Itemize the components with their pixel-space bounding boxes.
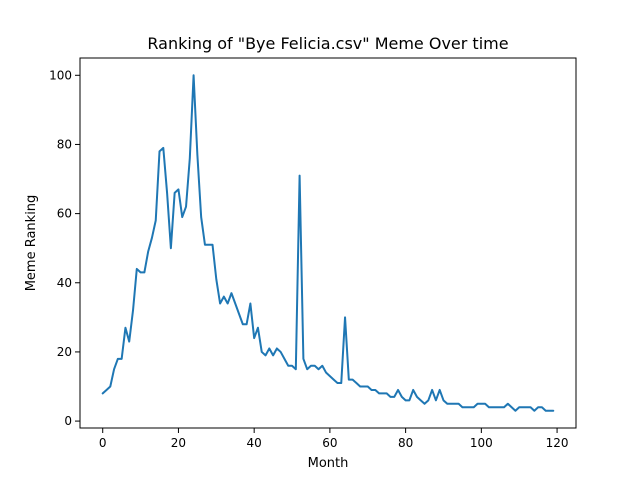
y-axis-label: Meme Ranking <box>24 195 39 292</box>
plot-area <box>79 57 577 429</box>
series-line <box>101 74 555 412</box>
y-tick-label: 20 <box>57 345 72 359</box>
x-tick-label: 0 <box>99 436 107 450</box>
y-tick-label: 60 <box>57 207 72 221</box>
x-tick-label: 40 <box>247 436 262 450</box>
x-axis: 0 20 40 60 80 100 120 <box>99 428 569 450</box>
x-tick-label: 20 <box>171 436 186 450</box>
x-tick-label: 120 <box>546 436 569 450</box>
x-tick-label: 80 <box>398 436 413 450</box>
y-tick-label: 100 <box>49 68 72 82</box>
y-tick-label: 0 <box>64 414 72 428</box>
y-tick-label: 40 <box>57 276 72 290</box>
x-axis-label: Month <box>308 456 349 471</box>
plot-frame <box>79 57 577 429</box>
x-tick-label: 60 <box>322 436 337 450</box>
y-tick-label: 80 <box>57 137 72 151</box>
chart-title: Ranking of "Bye Felicia.csv" Meme Over t… <box>147 34 508 53</box>
x-tick-label: 100 <box>470 436 493 450</box>
y-axis: 0 20 40 60 80 100 <box>49 68 80 428</box>
